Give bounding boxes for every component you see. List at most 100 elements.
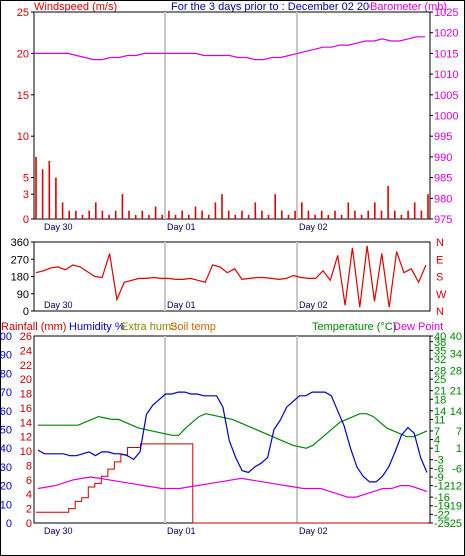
rainfall-tick-label: 0 (26, 518, 32, 530)
dewpoint-tick-label: -19 (446, 501, 462, 513)
humidity-axis-title: Humidity % (69, 321, 125, 333)
dewpoint-tick-label: 40 (450, 331, 462, 343)
rainfall-tick-label: 22 (20, 360, 32, 372)
dewpoint-tick-label: -12 (446, 481, 462, 493)
weather-plot-area (33, 335, 431, 524)
temperature-tick-label: 1 (434, 443, 440, 455)
rainfall-line (36, 443, 428, 524)
humidity-tick-label: 90 (0, 350, 12, 362)
rainfall-tick-label: 6 (26, 475, 32, 487)
wind-y-tick-label: 3 (23, 189, 29, 201)
rainfall-axis-title: Rainfall (mm) (1, 321, 67, 333)
baro-y-tick-label: 990 (434, 152, 452, 164)
wind-y-tick-label: 10 (17, 131, 29, 143)
temperature-tick-label: 21 (434, 386, 446, 398)
rainfall-tick-label: 10 (20, 446, 32, 458)
humidity-tick-label: 70 (0, 387, 12, 399)
humidity-tick-label: 30 (0, 462, 12, 474)
dewpoint-tick-label: 28 (450, 366, 462, 378)
dewpoint-tick-label: -6 (452, 463, 462, 475)
dewpoint-tick-label: 34 (450, 348, 462, 360)
temperature-axis-title: Temperature (°C) (312, 321, 397, 333)
temperature-tick-label: 14 (434, 406, 446, 418)
compass-tick-label: E (436, 254, 443, 266)
windspeed-axis-title: Windspeed (m/s) (34, 1, 118, 13)
humidity-tick-label: 20 (0, 481, 12, 493)
direction-y-tick-label: 0 (23, 306, 29, 318)
baro-y-tick-label: 1020 (434, 28, 458, 40)
rainfall-tick-label: 2 (26, 504, 32, 516)
humidity-tick-label: 10 (0, 499, 12, 511)
dewpoint-axis-title: Dew Point (393, 321, 444, 333)
baro-y-tick-label: 1025 (434, 7, 458, 19)
humidity-tick-label: 80 (0, 368, 12, 380)
rainfall-tick-label: 20 (20, 374, 32, 386)
temperature-tick-label: -22 (434, 509, 450, 521)
baro-y-tick-label: 980 (434, 193, 452, 205)
wind-x-tick-label: Day 01 (167, 222, 196, 232)
humidity-tick-label: 0 (6, 518, 12, 530)
extra-hum-title: Extra hum3 (121, 321, 178, 333)
baro-y-tick-label: 1000 (434, 111, 458, 123)
dewpoint-tick-label: -25 (446, 518, 462, 530)
baro-y-tick-label: 995 (434, 131, 452, 143)
dewpoint-tick-label: 21 (450, 386, 462, 398)
temperature-line (38, 413, 428, 449)
temperature-tick-label: 28 (434, 366, 446, 378)
direction-y-tick-label: 360 (11, 237, 29, 249)
temperature-tick-label: -6 (434, 463, 444, 475)
temperature-tick-label: -12 (434, 481, 450, 493)
weather-x-tick-label: Day 02 (299, 526, 328, 536)
wind-y-tick-label: 25 (17, 7, 29, 19)
rainfall-tick-label: 8 (26, 460, 32, 472)
wind-x-tick-label: Day 30 (44, 222, 73, 232)
humidity-tick-label: 50 (0, 425, 12, 437)
rainfall-tick-label: 4 (26, 489, 32, 501)
dewpoint-tick-label: 14 (450, 406, 462, 418)
rainfall-tick-label: 24 (20, 345, 32, 357)
barometer-line (34, 36, 425, 61)
baro-y-tick-label: 1015 (434, 48, 458, 60)
rainfall-tick-label: 18 (20, 389, 32, 401)
rainfall-tick-label: 12 (20, 432, 32, 444)
direction-x-tick-label: Day 30 (44, 300, 73, 310)
wind-y-tick-label: 5 (23, 173, 29, 185)
compass-tick-label: W (436, 289, 447, 301)
temperature-tick-label: -16 (434, 492, 450, 504)
rainfall-tick-label: 26 (20, 331, 32, 343)
temperature-tick-label: -3 (434, 455, 444, 467)
wind-x-tick-label: Day 02 (299, 222, 328, 232)
temperature-tick-label: 18 (434, 394, 446, 406)
humidity-line (37, 391, 428, 483)
direction-y-tick-label: 90 (17, 289, 29, 301)
rainfall-tick-label: 16 (20, 403, 32, 415)
baro-y-tick-label: 985 (434, 173, 452, 185)
humidity-tick-label: 100 (0, 331, 12, 343)
direction-x-tick-label: Day 02 (299, 300, 328, 310)
temperature-tick-label: 7 (434, 426, 440, 438)
weather-x-tick-label: Day 01 (167, 526, 196, 536)
wind-plot-area (33, 11, 431, 220)
dewpoint-tick-label: 1 (456, 443, 462, 455)
wind-direction-line (35, 245, 427, 308)
compass-tick-label: N (436, 306, 444, 318)
direction-y-tick-label: 270 (11, 254, 29, 266)
compass-tick-label: N (436, 237, 444, 249)
dewpoint-tick-label: 7 (456, 426, 462, 438)
wind-y-tick-label: 20 (17, 48, 29, 60)
direction-x-tick-label: Day 01 (167, 300, 196, 310)
wind-y-tick-label: 15 (17, 90, 29, 102)
baro-y-tick-label: 1010 (434, 69, 458, 81)
temperature-tick-label: 35 (434, 345, 446, 357)
baro-y-tick-label: 1005 (434, 90, 458, 102)
temperature-tick-label: 40 (434, 331, 446, 343)
humidity-tick-label: 40 (0, 443, 12, 455)
humidity-tick-label: 60 (0, 406, 12, 418)
wind-y-tick-label: 0 (23, 214, 29, 226)
temperature-tick-label: -19 (434, 501, 450, 513)
temperature-tick-label: 4 (434, 435, 440, 447)
rainfall-tick-label: 14 (20, 417, 32, 429)
temperature-tick-label: 32 (434, 354, 446, 366)
barometer-axis-title: Barometer (mb) (370, 1, 448, 13)
